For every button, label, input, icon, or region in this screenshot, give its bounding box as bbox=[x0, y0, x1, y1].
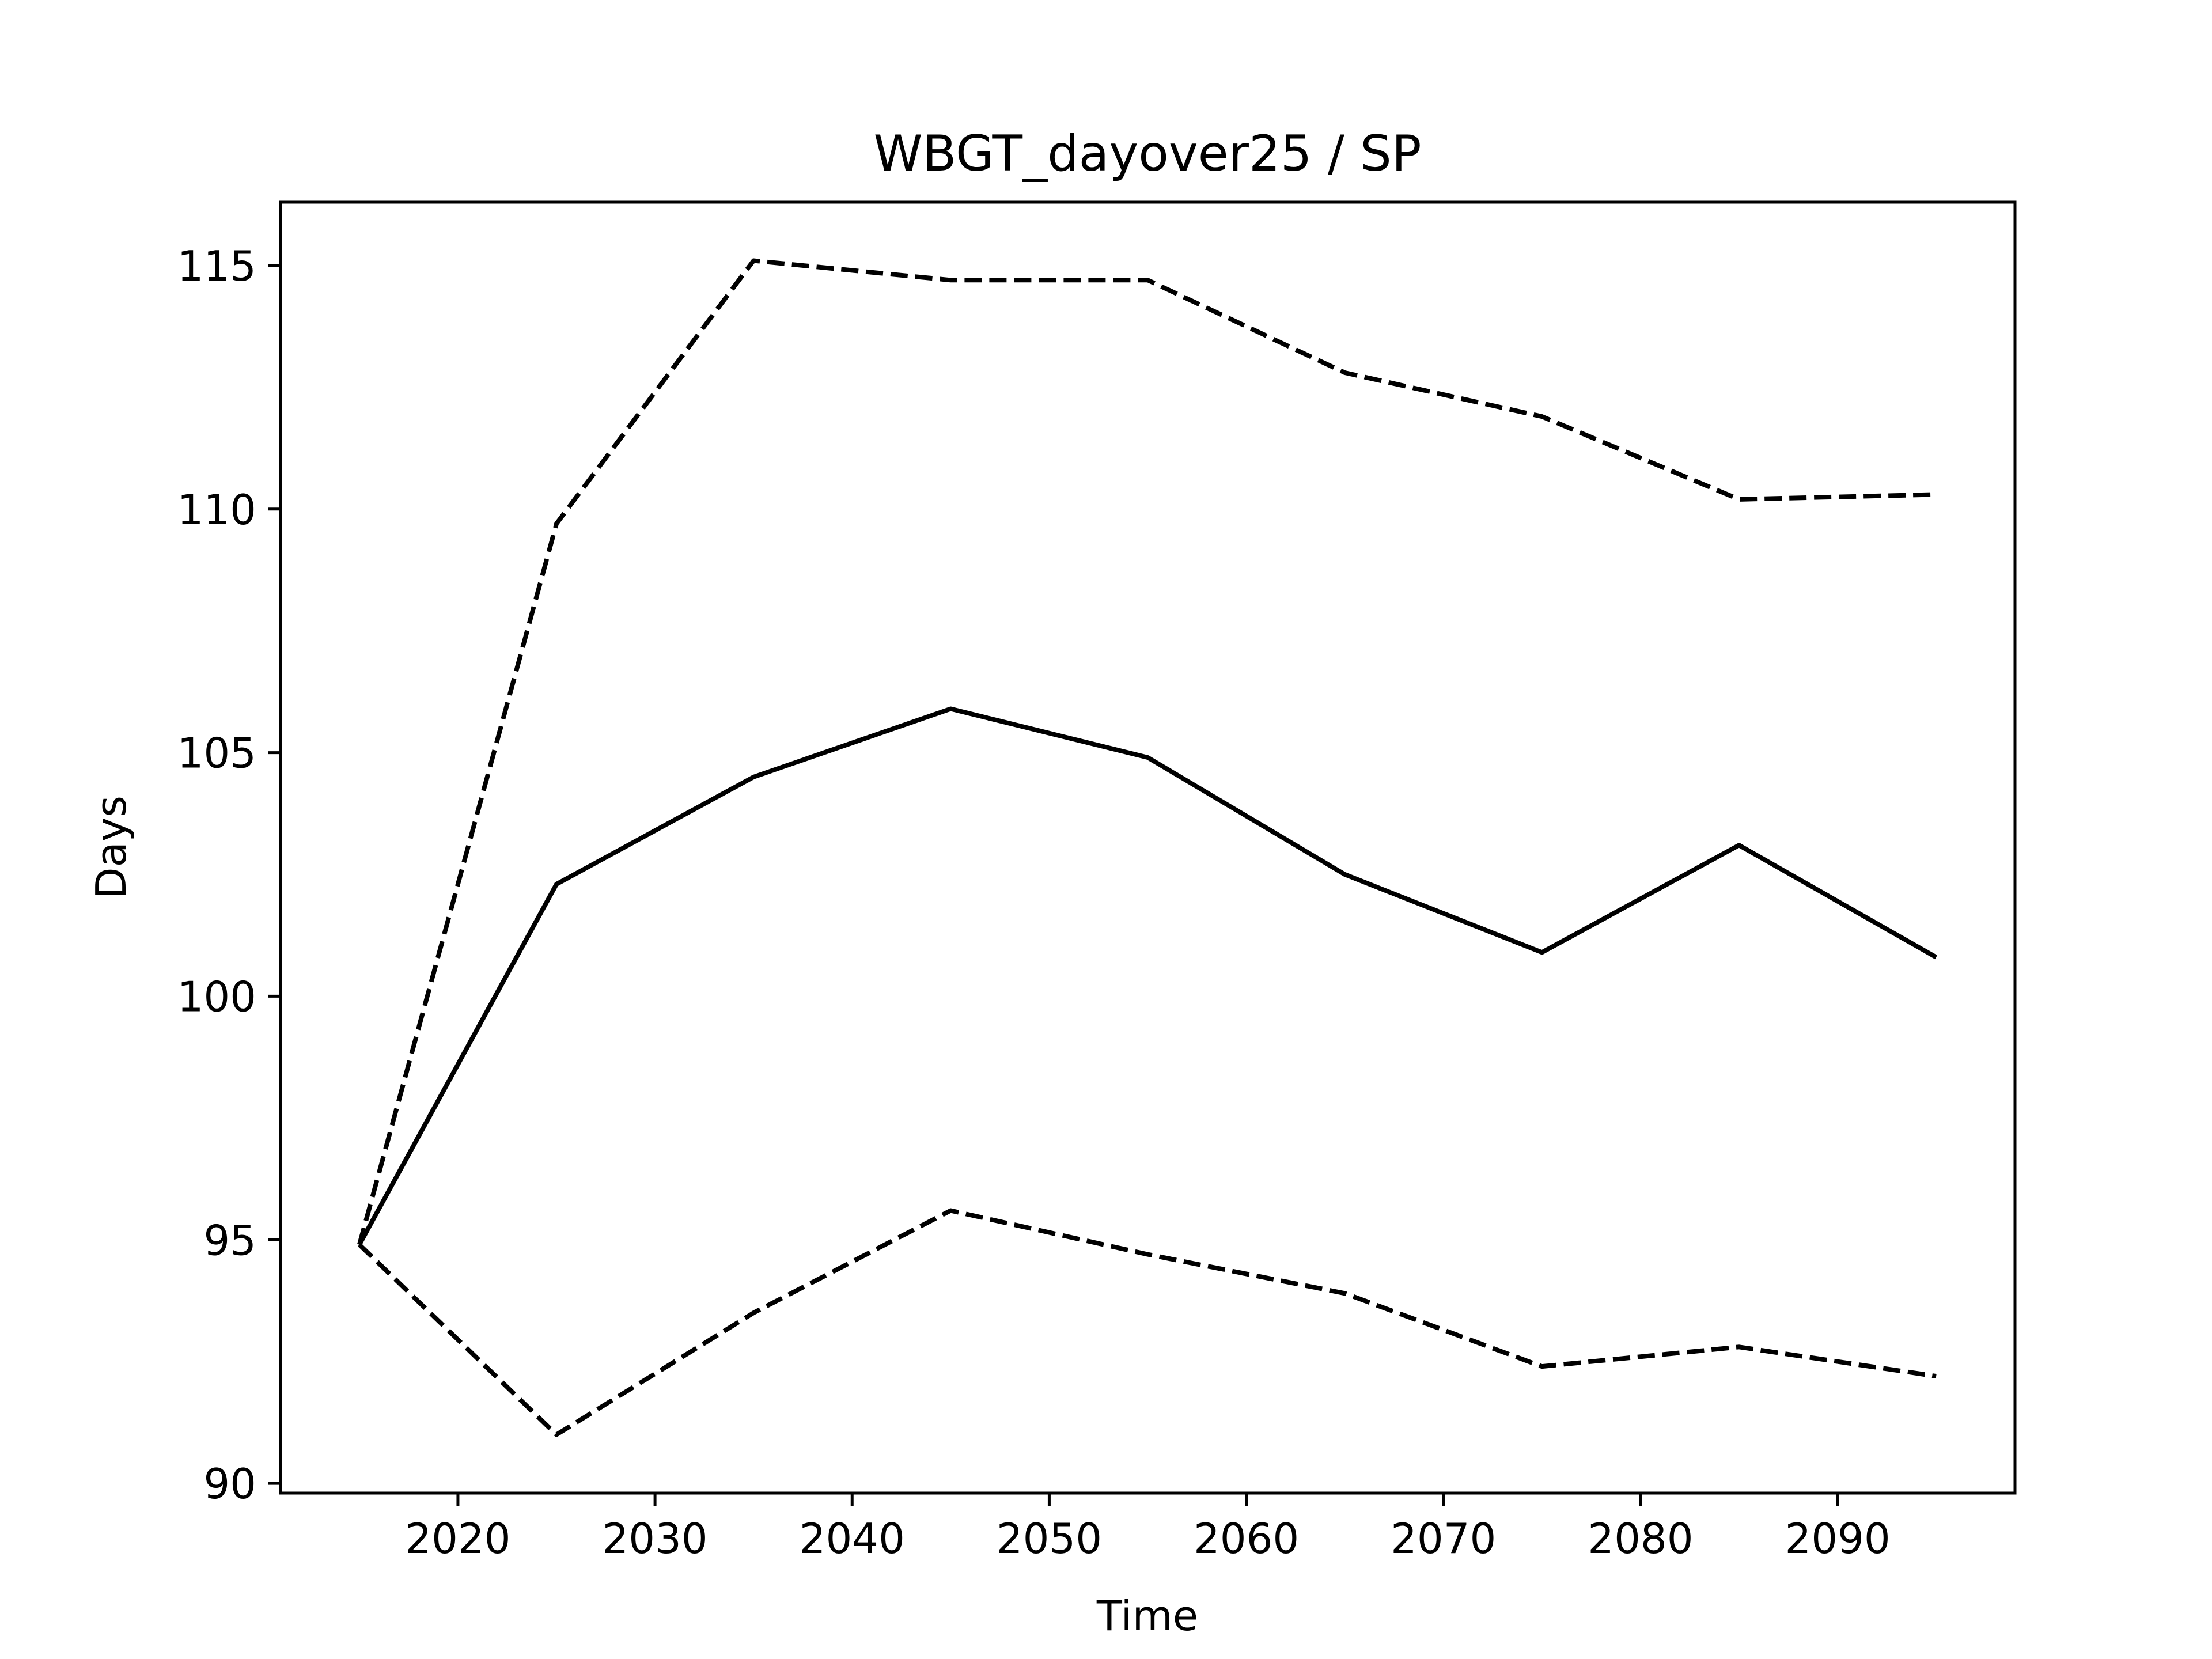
y-tick-label: 105 bbox=[177, 729, 256, 778]
y-tick-label: 110 bbox=[177, 486, 256, 534]
y-tick-label: 115 bbox=[177, 242, 256, 290]
x-tick-label: 2080 bbox=[1588, 1514, 1693, 1563]
x-tick-label: 2060 bbox=[1194, 1514, 1299, 1563]
x-tick-label: 2030 bbox=[602, 1514, 707, 1563]
solid-series-line-0 bbox=[357, 706, 1938, 1246]
x-tick-label: 2020 bbox=[405, 1514, 510, 1563]
y-axis-label: Days bbox=[87, 796, 135, 899]
x-tick-label: 2090 bbox=[1785, 1514, 1890, 1563]
dashed-series-line-2 bbox=[358, 1208, 1937, 1437]
y-tick-label: 95 bbox=[203, 1216, 256, 1264]
plot-area bbox=[357, 258, 1938, 1437]
x-axis: 2020 2030 2040 2050 2060 2070 2080 2090 bbox=[405, 1493, 1891, 1563]
y-tick-label: 100 bbox=[177, 972, 256, 1021]
y-axis: 90 95 100 105 110 115 bbox=[177, 242, 281, 1508]
plot-frame bbox=[279, 200, 2017, 1495]
chart-title: WBGT_dayover25 / SP bbox=[873, 125, 1421, 183]
dashed-series-line-1 bbox=[357, 258, 1937, 1245]
y-tick-label: 90 bbox=[203, 1460, 256, 1508]
x-tick-label: 2070 bbox=[1391, 1514, 1496, 1563]
x-axis-label: Time bbox=[1096, 1592, 1198, 1640]
x-tick-label: 2040 bbox=[800, 1514, 905, 1563]
x-tick-label: 2050 bbox=[997, 1514, 1102, 1563]
